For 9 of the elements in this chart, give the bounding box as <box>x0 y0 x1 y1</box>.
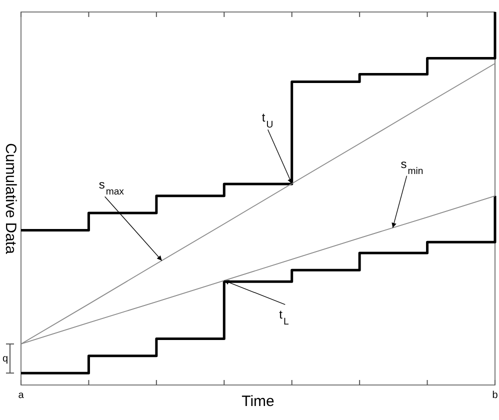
x-axis-title: Time <box>242 393 274 410</box>
x-tick-label: a <box>18 390 24 401</box>
y-axis-title: Cumulative Data <box>2 143 19 255</box>
annotation: s$_{max}$ <box>98 178 124 198</box>
annotation: t$_{U}$ <box>262 110 274 130</box>
x-tick-label: b <box>492 390 498 401</box>
annotation: s$_{min}$ <box>400 156 424 176</box>
text: q <box>2 354 8 365</box>
annotation: t$_{L}$ <box>279 308 290 328</box>
